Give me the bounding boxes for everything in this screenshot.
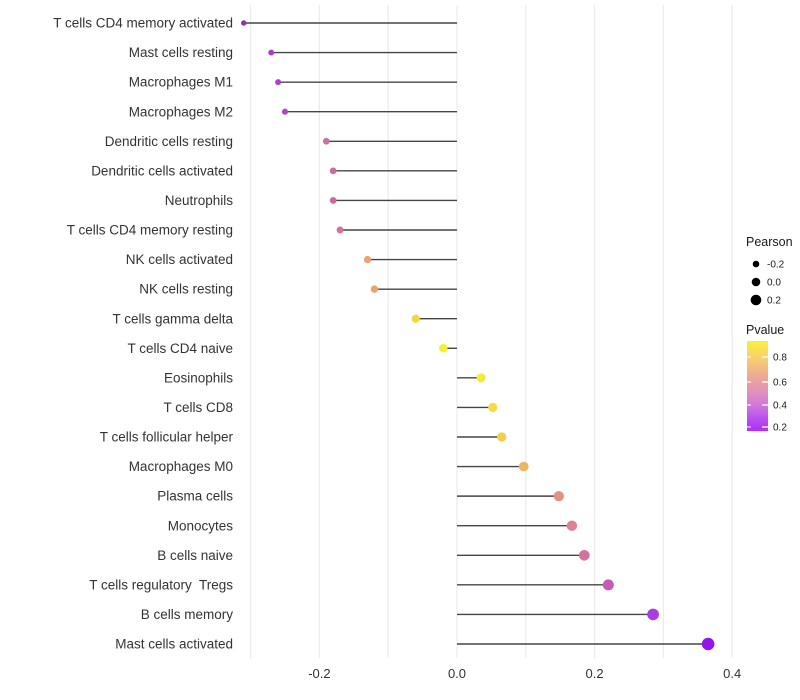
pearson-legend-dot: [751, 277, 761, 287]
pearson-legend-dot: [752, 260, 760, 268]
category-label: Monocytes: [168, 518, 234, 533]
category-label: T cells CD8: [163, 400, 233, 415]
category-label: T cells gamma delta: [112, 311, 233, 326]
lollipop-dot: [647, 608, 659, 621]
lollipop-dot: [578, 549, 590, 561]
lollipop-dot: [701, 637, 715, 651]
lollipop-dot: [240, 20, 247, 26]
lollipop-dot: [336, 226, 344, 234]
category-label: B cells memory: [141, 607, 234, 622]
category-label: B cells naive: [157, 548, 233, 563]
lollipop-dot: [518, 461, 529, 472]
lollipop-dot: [275, 79, 282, 86]
category-label: Dendritic cells resting: [105, 134, 233, 149]
lollipop-dot: [329, 197, 337, 204]
pvalue-legend-label: 0.2: [773, 423, 787, 434]
category-label: Macrophages M0: [129, 459, 233, 474]
lollipop-dot: [370, 285, 379, 293]
pearson-legend-label: 0.2: [767, 296, 781, 307]
lollipop-dot: [553, 491, 564, 502]
category-label: Macrophages M1: [129, 75, 233, 90]
lollipop-dot: [329, 167, 337, 175]
pvalue-colorbar: [747, 341, 768, 431]
x-tick-label: -0.2: [308, 666, 330, 681]
lollipop-dot: [363, 255, 372, 264]
lollipop-dot: [411, 314, 420, 323]
lollipop-dot: [566, 520, 578, 531]
pearson-legend-label: -0.2: [767, 260, 785, 271]
pvalue-legend-title: Pvalue: [746, 323, 784, 337]
lollipop-dot: [488, 402, 498, 413]
category-label: Macrophages M2: [129, 104, 233, 119]
lollipop-dot: [281, 108, 289, 115]
category-label: Neutrophils: [165, 193, 234, 208]
pearson-legend-label: 0.0: [767, 278, 781, 289]
lollipop-dot: [602, 579, 614, 591]
pearson-legend-title: Pearson: [746, 235, 793, 249]
category-label: Dendritic cells activated: [91, 163, 233, 178]
category-label: Plasma cells: [157, 489, 233, 504]
pvalue-legend-label: 0.6: [773, 378, 787, 389]
category-label: T cells follicular helper: [100, 430, 234, 445]
lollipop-dot: [476, 373, 486, 383]
x-tick-label: 0.2: [586, 666, 604, 681]
category-label: NK cells resting: [139, 282, 233, 297]
category-label: T cells CD4 memory resting: [67, 223, 233, 238]
x-tick-label: 0.4: [723, 666, 741, 681]
x-tick-label: 0.0: [448, 666, 466, 681]
lollipop-dot: [322, 137, 330, 145]
category-label: Eosinophils: [164, 370, 233, 385]
lollipop-dot: [438, 344, 448, 353]
lollipop-dot: [268, 49, 275, 56]
lollipop-dot: [497, 432, 507, 442]
category-label: T cells CD4 naive: [127, 341, 233, 356]
category-label: T cells regulatory Tregs: [89, 577, 233, 592]
pearson-legend-dot: [750, 294, 762, 306]
category-label: T cells CD4 memory activated: [53, 16, 233, 31]
pvalue-legend-label: 0.4: [773, 401, 787, 412]
category-label: NK cells activated: [126, 252, 233, 267]
category-label: Mast cells activated: [115, 637, 233, 652]
category-label: Mast cells resting: [129, 45, 233, 60]
pvalue-legend-label: 0.8: [773, 353, 787, 364]
